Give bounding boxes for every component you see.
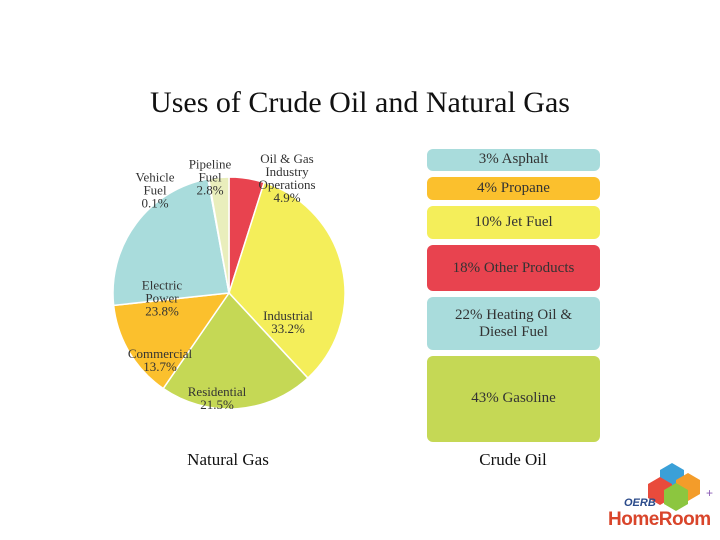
slice-value: 33.2% — [271, 321, 305, 336]
pie-label: Oil & Gas Industry Operations 4.9% — [251, 152, 323, 204]
logo-name: HomeRoom — [608, 509, 711, 530]
pie-slice — [112, 178, 230, 307]
slice-name: Pipeline Fuel — [188, 156, 232, 185]
logo-brand: OERB — [624, 497, 656, 509]
slice-value: 21.5% — [200, 397, 234, 412]
slice-name: Residential — [187, 384, 247, 399]
pie-label: Residential 21.5% — [172, 385, 262, 411]
crude-block: 18% Other Products — [427, 245, 600, 292]
block-value: 18% — [452, 259, 481, 276]
slice-value: 4.9% — [273, 190, 301, 205]
block-name: Jet Fuel — [505, 214, 553, 231]
crude-block: 10% Jet Fuel — [427, 206, 600, 240]
block-value: 4% — [477, 180, 498, 197]
logo-plus: + — [706, 486, 713, 500]
pie-slice — [162, 291, 309, 410]
slide-title: Uses of Crude Oil and Natural Gas — [150, 86, 570, 119]
slice-value: 2.8% — [196, 182, 224, 198]
block-label: 4% Propane — [477, 180, 550, 197]
block-label: 3% Asphalt — [479, 151, 549, 168]
pie-label: Commercial 13.7% — [115, 347, 205, 373]
block-label: 43% Gasoline — [471, 390, 556, 407]
crude-block: 43% Gasoline — [427, 355, 600, 442]
block-name: Heating Oil & Diesel Fuel — [479, 306, 573, 340]
block-label: 22% Heating Oil & Diesel Fuel — [449, 307, 578, 341]
slice-name: Industrial — [263, 308, 313, 323]
pie-slice — [228, 181, 346, 380]
pie-label: Electric Power 23.8% — [133, 279, 191, 318]
block-label: 10% Jet Fuel — [474, 214, 552, 231]
pie-label: Pipeline Fuel 2.8% — [185, 158, 235, 197]
slice-value: 0.1% — [141, 195, 169, 211]
slice-name: Commercial — [127, 346, 193, 361]
pie-slice — [112, 292, 231, 390]
pie-label: Vehicle Fuel 0.1% — [130, 171, 180, 210]
logo-hex — [664, 483, 688, 511]
crude-block: 22% Heating Oil & Diesel Fuel — [427, 297, 600, 350]
pie-label: Industrial 33.2% — [243, 309, 333, 335]
pie-slice — [207, 176, 230, 294]
logo-icon: + — [648, 463, 713, 511]
crude-block: 3% Asphalt — [427, 149, 600, 171]
block-label: 18% Other Products — [453, 260, 575, 277]
slice-name: Vehicle Fuel — [135, 169, 175, 198]
block-name: Other Products — [483, 259, 575, 276]
slice-value: 23.8% — [145, 303, 179, 319]
block-name: Asphalt — [501, 151, 549, 168]
block-value: 10% — [474, 214, 502, 231]
crude-block: 4% Propane — [427, 176, 600, 201]
chart-caption: Natural Gas — [187, 450, 269, 469]
block-value: 22% — [454, 306, 483, 323]
slice-value: 13.7% — [143, 359, 177, 374]
chart-caption: Crude Oil — [479, 450, 547, 469]
block-name: Propane — [500, 180, 550, 197]
block-name: Gasoline — [502, 390, 556, 407]
slice-name: Oil & Gas Industry Operations — [258, 151, 316, 192]
slice-name: Electric Power — [141, 277, 183, 306]
block-value: 3% — [478, 151, 499, 168]
block-value: 43% — [471, 390, 499, 407]
